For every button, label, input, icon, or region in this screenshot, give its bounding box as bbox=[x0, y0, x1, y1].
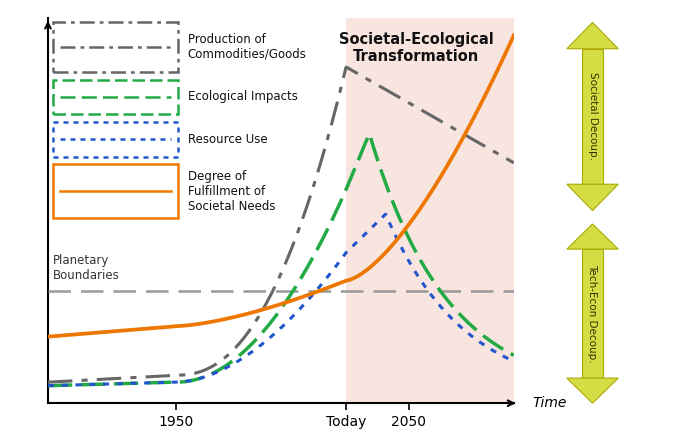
FancyBboxPatch shape bbox=[53, 164, 178, 218]
Text: Time: Time bbox=[532, 396, 566, 410]
Text: Planetary
Boundaries: Planetary Boundaries bbox=[53, 254, 119, 282]
Text: Tech-Econ Decoup.: Tech-Econ Decoup. bbox=[588, 264, 597, 363]
Bar bbox=[346, 18, 514, 403]
Text: Production of
Commodities/Goods: Production of Commodities/Goods bbox=[188, 33, 307, 61]
Text: Societal-Ecological
Transformation: Societal-Ecological Transformation bbox=[338, 32, 493, 65]
Text: Ecological Impacts: Ecological Impacts bbox=[188, 90, 297, 103]
Text: Societal Decoup.: Societal Decoup. bbox=[588, 73, 597, 160]
FancyBboxPatch shape bbox=[53, 122, 178, 157]
FancyBboxPatch shape bbox=[53, 80, 178, 114]
Text: Resource Use: Resource Use bbox=[188, 133, 267, 146]
Text: Degree of
Fulfillment of
Societal Needs: Degree of Fulfillment of Societal Needs bbox=[188, 170, 275, 213]
FancyBboxPatch shape bbox=[53, 22, 178, 72]
